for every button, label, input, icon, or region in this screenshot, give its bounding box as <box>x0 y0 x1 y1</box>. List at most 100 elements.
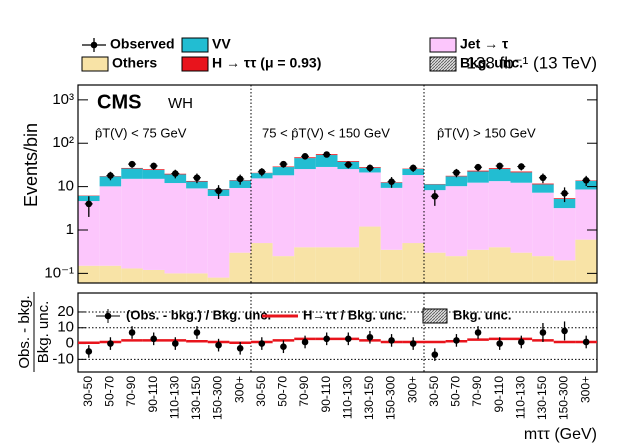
x-tick-label: 90-110 <box>146 376 160 413</box>
legend-label: H → ττ (μ = 0.93) <box>212 55 321 71</box>
stack-bar <box>294 247 316 283</box>
observed-point <box>236 175 244 183</box>
region-label: 75 < p̂T(V) < 150 GeV <box>262 125 390 140</box>
legend-swatch <box>181 56 209 72</box>
ratio-point <box>409 340 417 347</box>
stack-bar <box>207 195 230 278</box>
observed-point <box>345 161 352 169</box>
stack-bar <box>553 208 576 261</box>
ratio-point <box>388 337 395 344</box>
stack-bar <box>488 169 511 182</box>
ratio-point <box>280 343 287 351</box>
observed-point <box>453 169 460 176</box>
stack-bar <box>142 269 165 283</box>
stack-bar <box>337 247 360 283</box>
stack-bar <box>294 169 316 248</box>
ratio-frame <box>77 292 598 373</box>
x-tick-label: 110-130 <box>513 376 527 419</box>
stack-bar <box>488 247 511 283</box>
legend-label: Others <box>112 55 157 71</box>
observed-point <box>496 162 503 170</box>
stack-bar <box>532 192 554 257</box>
observed-point <box>128 160 136 168</box>
x-tick-label: 50-70 <box>449 376 463 407</box>
ratio-point <box>366 333 374 341</box>
stack-bar <box>359 172 381 227</box>
stack-bar <box>510 171 533 173</box>
stack-bar <box>445 186 468 257</box>
stack-bar <box>186 273 208 283</box>
stack-bar <box>553 198 576 209</box>
y-tick-label: 10 <box>57 178 74 195</box>
stack-bar <box>251 178 273 244</box>
stack-bar <box>380 187 403 250</box>
stack-bar <box>488 181 511 248</box>
legend-label: Jet → τ <box>460 36 509 52</box>
legend-label: (Obs. - bkg.) / Bkg. unc. <box>126 307 271 322</box>
stack-bar <box>510 182 533 253</box>
legend-swatch <box>429 56 457 72</box>
stack-bar <box>337 169 360 248</box>
stack-bar <box>99 176 122 187</box>
observed-point <box>474 163 482 171</box>
legend-marker <box>104 312 112 320</box>
stack-bar <box>272 175 295 257</box>
lumi: 138 fb⁻¹ (13 TeV) <box>466 53 597 72</box>
y-tick-label: -10 <box>52 350 74 367</box>
x-tick-label: 70-90 <box>297 376 311 407</box>
x-tick-label: 30-50 <box>254 376 268 407</box>
legend-label: Bkg. unc. <box>453 307 512 322</box>
y-axis-label: Obs. - bkg. <box>16 295 33 368</box>
stack-bar <box>424 190 446 253</box>
observed-point <box>193 174 201 182</box>
stack-bar <box>575 189 597 240</box>
stack-bar <box>272 167 295 176</box>
x-tick-label: 300+ <box>405 376 419 403</box>
observed-point <box>518 163 525 170</box>
ratio-point <box>345 335 352 343</box>
observed-point <box>539 174 547 182</box>
stack-bar <box>186 188 208 274</box>
y-tick-label: 10 <box>57 319 74 336</box>
observed-point <box>301 152 309 160</box>
region-label: p̂T(V) > 150 GeV <box>437 125 536 140</box>
ratio-point <box>561 327 568 335</box>
observed-point <box>561 190 568 197</box>
x-tick-label: 130-150 <box>535 376 549 420</box>
ratio-point <box>215 341 222 349</box>
y-tick-label: 10² <box>52 134 74 151</box>
stack-bar <box>99 265 122 283</box>
observed-point <box>150 162 157 170</box>
stack-bar <box>78 265 100 283</box>
x-tick-label: 300+ <box>578 376 592 403</box>
stack-bar <box>510 252 533 283</box>
ratio-point <box>193 329 201 336</box>
ratio-point <box>453 337 460 344</box>
x-tick-label: 110-130 <box>340 376 354 419</box>
legend-swatch <box>181 37 209 53</box>
stack-bar <box>78 201 100 266</box>
region-label: p̂T(V) < 75 GeV <box>95 125 187 140</box>
stack-bar <box>575 239 597 283</box>
stack-bar <box>532 256 554 283</box>
x-tick-label: 70-90 <box>470 376 484 407</box>
observed-point <box>388 178 395 185</box>
observed-point <box>366 164 374 172</box>
observed-point <box>323 151 330 158</box>
x-tick-label: 110-130 <box>167 376 181 419</box>
stack-bar <box>467 171 489 183</box>
stack-bar <box>164 174 187 184</box>
x-tick-label: 300+ <box>232 376 246 403</box>
x-tick-label: 30-50 <box>427 376 441 407</box>
stack-bar <box>380 249 403 283</box>
stack-bar <box>402 168 424 176</box>
y-axis-label: Bkg. unc. <box>35 301 52 364</box>
ratio-point <box>128 329 136 336</box>
ratio-point <box>150 335 157 343</box>
x-tick-label: 150-300 <box>211 376 225 420</box>
stack-bar <box>142 178 165 270</box>
stack-bar <box>445 176 468 187</box>
stack-bar <box>402 243 424 283</box>
legend-swatch <box>81 56 109 72</box>
